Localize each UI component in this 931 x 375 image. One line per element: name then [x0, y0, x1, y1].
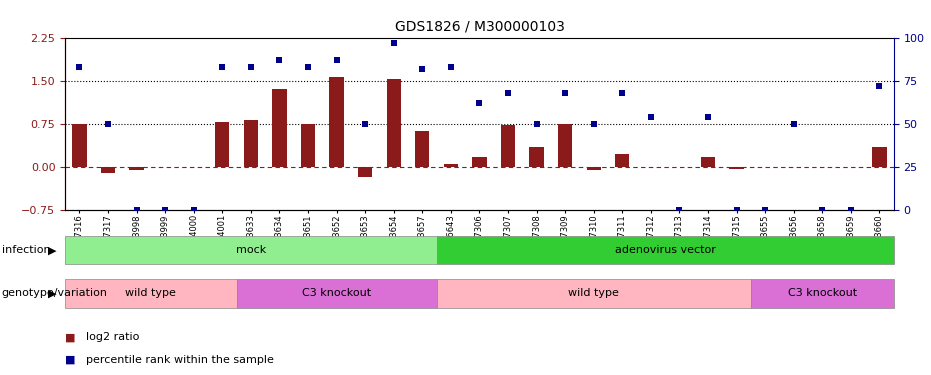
Point	[529, 121, 544, 127]
Text: log2 ratio: log2 ratio	[86, 333, 139, 342]
Point	[330, 57, 344, 63]
Text: C3 knockout: C3 knockout	[302, 288, 371, 298]
Text: ■: ■	[65, 355, 75, 365]
Bar	[65, 236, 437, 264]
Bar	[437, 236, 894, 264]
Point	[129, 207, 144, 213]
Text: wild type: wild type	[126, 288, 176, 298]
Text: mock: mock	[236, 245, 266, 255]
Bar	[472, 156, 487, 167]
Point	[358, 121, 372, 127]
Point	[587, 121, 601, 127]
Point	[243, 64, 258, 70]
Bar	[415, 131, 429, 167]
Point	[186, 207, 201, 213]
Point	[787, 121, 802, 127]
Text: genotype/variation: genotype/variation	[2, 288, 108, 298]
Bar	[530, 147, 544, 167]
Bar	[587, 167, 600, 170]
Bar	[872, 147, 886, 167]
Point	[672, 207, 687, 213]
Bar	[73, 124, 87, 167]
Text: ■: ■	[65, 333, 75, 342]
Bar	[386, 80, 401, 167]
Point	[729, 207, 744, 213]
Point	[415, 66, 430, 72]
Point	[101, 121, 115, 127]
Point	[301, 64, 316, 70]
Bar	[501, 126, 515, 167]
Bar	[236, 279, 437, 308]
Point	[386, 40, 401, 46]
Bar	[330, 76, 344, 167]
Point	[272, 57, 287, 63]
Point	[157, 207, 172, 213]
Text: ▶: ▶	[47, 245, 57, 255]
Point	[758, 207, 773, 213]
Bar	[437, 279, 751, 308]
Point	[701, 114, 716, 120]
Point	[443, 64, 458, 70]
Bar	[101, 167, 115, 172]
Point	[815, 207, 830, 213]
Point	[501, 90, 516, 96]
Point	[872, 83, 887, 89]
Bar	[244, 120, 258, 167]
Title: GDS1826 / M300000103: GDS1826 / M300000103	[395, 20, 564, 33]
Bar	[272, 89, 287, 167]
Text: ▶: ▶	[47, 288, 57, 298]
Text: C3 knockout: C3 knockout	[788, 288, 857, 298]
Point	[72, 64, 87, 70]
Bar	[615, 154, 629, 167]
Bar	[730, 167, 744, 169]
Bar	[558, 124, 573, 167]
Bar	[701, 156, 715, 167]
Bar	[444, 164, 458, 167]
Text: percentile rank within the sample: percentile rank within the sample	[86, 355, 274, 365]
Point	[643, 114, 658, 120]
Text: adenovirus vector: adenovirus vector	[614, 245, 716, 255]
Text: wild type: wild type	[568, 288, 619, 298]
Point	[558, 90, 573, 96]
Point	[614, 90, 629, 96]
Bar	[65, 279, 236, 308]
Bar	[751, 279, 894, 308]
Text: infection: infection	[2, 245, 50, 255]
Point	[215, 64, 230, 70]
Bar	[301, 124, 316, 167]
Point	[472, 100, 487, 106]
Bar	[358, 167, 372, 177]
Bar	[129, 167, 143, 170]
Bar	[215, 122, 229, 167]
Point	[843, 207, 858, 213]
